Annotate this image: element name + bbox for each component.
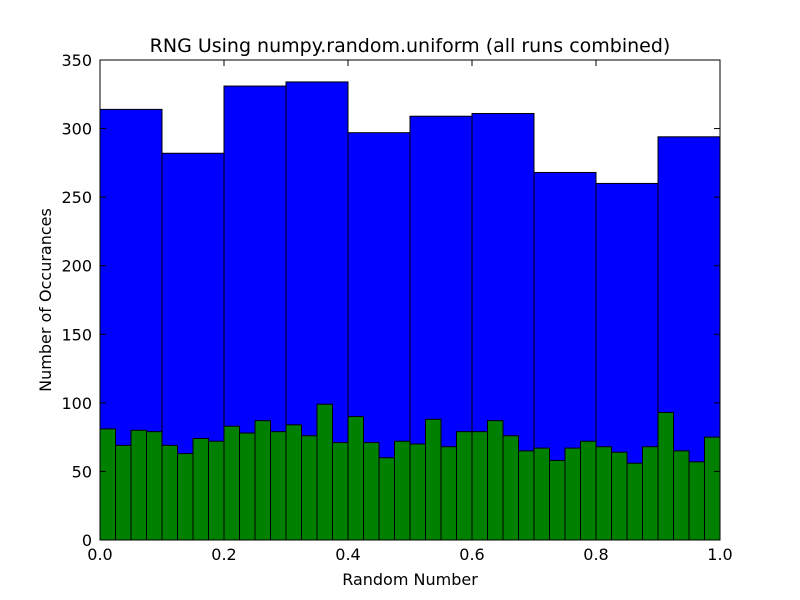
histogram-bar-series2-21 <box>409 443 426 541</box>
y-axis-label: Number of Occurances <box>36 208 55 392</box>
y-tick-label: 50 <box>72 462 92 481</box>
histogram-bar-series2-18 <box>363 442 380 541</box>
histogram-bar-series2-9 <box>223 425 240 541</box>
x-axis-label: Random Number <box>342 570 478 589</box>
x-tick-label: 1.0 <box>707 545 732 564</box>
histogram-bar-series2-36 <box>642 446 659 541</box>
y-tick-label: 350 <box>61 51 92 70</box>
histogram-bar-series2-30 <box>549 459 566 541</box>
x-tick-label: 0.2 <box>211 545 236 564</box>
histogram-bar-series2-10 <box>239 432 256 541</box>
histogram-bar-series2-1 <box>99 428 116 541</box>
x-tick-label: 0.0 <box>87 545 112 564</box>
x-tick-label: 0.4 <box>335 545 360 564</box>
histogram-bar-series2-22 <box>425 418 442 541</box>
histogram-bar-series2-31 <box>564 447 581 541</box>
histogram-bar-series2-28 <box>518 450 535 541</box>
histogram-bar-series2-13 <box>285 424 302 541</box>
histogram-bar-series2-25 <box>471 431 488 541</box>
histogram-bar-series2-24 <box>456 431 473 541</box>
y-axis-ticks: 0 50 100 150 200 250 300 350 <box>61 51 720 550</box>
histogram-bar-series2-12 <box>270 431 287 541</box>
x-tick-label: 0.6 <box>459 545 484 564</box>
histogram-bar-series2-33 <box>595 446 612 541</box>
y-tick-label: 100 <box>61 394 92 413</box>
y-tick-label: 150 <box>61 325 92 344</box>
histogram-bar-series2-5 <box>161 444 178 541</box>
y-tick-label: 300 <box>61 120 92 139</box>
histogram-bar-series2-8 <box>208 440 225 541</box>
histogram-bar-series2-40 <box>704 436 721 541</box>
histogram-bar-series2-7 <box>192 438 209 541</box>
histogram-bar-series2-39 <box>688 461 705 541</box>
histogram-bar-series2-32 <box>580 440 597 541</box>
chart-title: RNG Using numpy.random.uniform (all runs… <box>150 35 671 57</box>
histogram-bar-series2-6 <box>177 453 194 541</box>
histogram-bar-series2-19 <box>378 457 395 541</box>
histogram-bar-series2-26 <box>487 420 504 541</box>
histogram-bar-series2-29 <box>533 447 550 541</box>
histogram-bar-series2-11 <box>254 420 271 541</box>
plot-frame <box>99 59 721 541</box>
histogram-bar-series2-4 <box>146 431 163 541</box>
histogram-bar-series2-17 <box>347 416 364 541</box>
histogram-bar-series2-37 <box>657 411 674 541</box>
histogram-bar-series2-38 <box>673 450 690 541</box>
histogram-bar-series2-16 <box>332 442 349 541</box>
histogram-bars <box>99 81 721 541</box>
histogram-bar-series2-27 <box>502 435 519 541</box>
x-axis-ticks: 0.0 0.2 0.4 0.6 0.8 1.0 <box>87 60 733 564</box>
y-tick-label: 250 <box>61 188 92 207</box>
histogram-bar-series2-3 <box>130 429 147 541</box>
histogram-bar-series2-35 <box>626 462 643 541</box>
x-tick-label: 0.8 <box>583 545 608 564</box>
histogram-bar-series2-34 <box>611 451 628 541</box>
histogram-bar-series2-20 <box>394 440 411 541</box>
y-tick-label: 200 <box>61 257 92 276</box>
histogram-bar-series2-15 <box>316 403 333 541</box>
histogram-bar-series2-14 <box>301 435 318 541</box>
histogram-bar-series2-2 <box>115 444 132 541</box>
histogram-bar-series2-23 <box>440 446 457 541</box>
y-tick-label: 0 <box>82 531 92 550</box>
